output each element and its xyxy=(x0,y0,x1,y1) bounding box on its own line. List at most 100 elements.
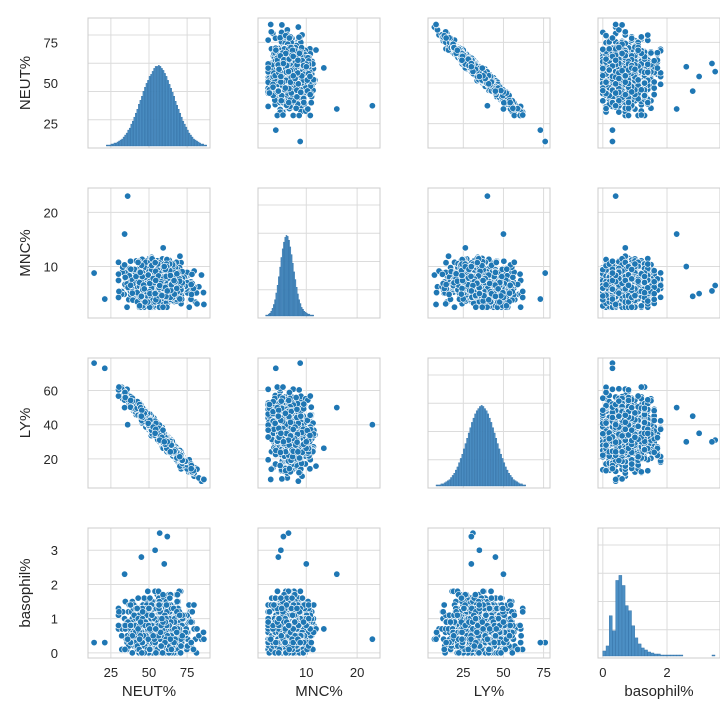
data-point xyxy=(599,65,607,73)
data-point xyxy=(285,34,293,42)
data-point xyxy=(294,56,302,64)
data-point xyxy=(631,65,639,73)
histogram-bar xyxy=(160,68,163,147)
data-point xyxy=(295,33,303,41)
histogram-bar xyxy=(116,141,119,147)
data-point xyxy=(605,45,613,53)
data-point xyxy=(605,66,613,74)
histogram-bar xyxy=(191,136,194,147)
histogram-bar xyxy=(132,120,134,147)
data-point xyxy=(637,86,645,94)
data-point xyxy=(624,104,632,112)
data-point xyxy=(289,112,297,120)
data-point xyxy=(602,32,610,40)
histogram-bar xyxy=(153,68,156,147)
data-point xyxy=(621,72,629,80)
data-point xyxy=(599,97,607,105)
data-point xyxy=(491,87,499,95)
data-point xyxy=(650,91,658,99)
data-point xyxy=(711,68,719,76)
histogram-bar xyxy=(135,112,137,147)
data-point xyxy=(297,88,305,96)
histogram-bar xyxy=(196,140,198,147)
histogram-bar xyxy=(186,129,189,147)
data-point xyxy=(650,78,658,86)
data-point xyxy=(644,31,652,39)
histogram-bar xyxy=(125,132,128,147)
data-point xyxy=(197,271,205,279)
histogram-bar xyxy=(177,108,180,147)
data-point xyxy=(279,111,287,119)
data-point xyxy=(612,56,620,64)
histogram-bar xyxy=(147,80,150,147)
data-point xyxy=(599,45,607,53)
data-point xyxy=(306,72,314,80)
data-point xyxy=(267,28,275,36)
data-point xyxy=(279,59,287,67)
data-point xyxy=(621,28,629,36)
histogram-bar xyxy=(180,116,183,147)
data-point xyxy=(634,76,642,84)
data-point xyxy=(599,72,607,80)
histogram-bar xyxy=(176,105,178,147)
data-point xyxy=(115,276,123,284)
histogram-bar xyxy=(142,91,145,147)
histogram-bar xyxy=(145,83,148,147)
data-point xyxy=(292,104,300,112)
data-point xyxy=(475,73,483,81)
data-point xyxy=(272,46,280,54)
histogram-bar xyxy=(200,143,203,147)
panel-NEUT%-vs-MNC% xyxy=(257,17,381,149)
histogram-bar xyxy=(183,123,186,147)
data-point xyxy=(536,126,544,134)
histogram-bar xyxy=(122,136,125,147)
data-point xyxy=(608,126,616,134)
data-point xyxy=(277,97,285,105)
data-point xyxy=(624,112,632,120)
data-point xyxy=(618,49,626,57)
data-point xyxy=(306,91,314,99)
data-point xyxy=(637,111,645,119)
histogram-bar xyxy=(144,87,146,147)
data-point xyxy=(653,49,661,57)
data-point xyxy=(695,73,703,81)
histogram-bar xyxy=(115,142,117,147)
histogram-bar xyxy=(168,84,171,147)
histogram-bar xyxy=(151,71,154,147)
histogram-bar xyxy=(167,80,169,147)
histogram-bar xyxy=(199,142,201,147)
data-point xyxy=(628,34,636,42)
histogram-bar xyxy=(162,70,165,147)
histogram-bar xyxy=(121,138,124,147)
data-point xyxy=(506,99,514,107)
data-point xyxy=(295,49,303,57)
data-point xyxy=(647,49,655,57)
data-point xyxy=(615,108,623,116)
data-point xyxy=(644,68,652,76)
data-point xyxy=(641,92,649,100)
data-point xyxy=(277,73,285,81)
data-point xyxy=(432,20,440,28)
data-point xyxy=(634,46,642,54)
panel-frame xyxy=(87,17,211,149)
histogram-bar xyxy=(127,129,130,147)
data-point xyxy=(708,59,716,67)
data-point xyxy=(615,75,623,83)
histogram-bar xyxy=(150,74,153,147)
panel-NEUT%-vs-basophil% xyxy=(597,17,720,149)
histogram-bar xyxy=(157,65,160,147)
histogram-bar xyxy=(124,134,127,147)
data-point xyxy=(628,88,636,96)
data-point xyxy=(453,46,461,54)
data-point xyxy=(615,44,623,52)
histogram-bar xyxy=(130,123,133,147)
data-point xyxy=(275,65,283,73)
data-point xyxy=(673,105,681,113)
histogram-bar xyxy=(106,144,108,147)
histogram-bar xyxy=(182,120,185,147)
data-point xyxy=(467,63,475,71)
data-point xyxy=(653,64,661,72)
histogram-bar xyxy=(141,96,143,147)
histogram-bar xyxy=(173,96,175,147)
